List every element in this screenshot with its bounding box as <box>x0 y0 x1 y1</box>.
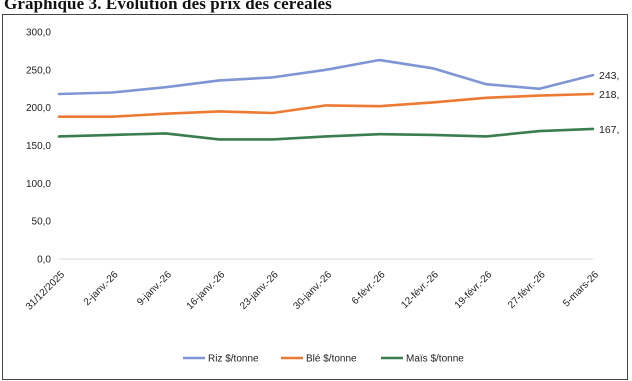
y-tick-label: 200,0 <box>26 103 51 114</box>
x-tick-label: 2-janv.-26 <box>82 269 121 308</box>
x-tick-label: 23-janv.-26 <box>238 269 281 312</box>
x-tick-label: 6-févr.-26 <box>350 269 388 307</box>
x-tick-label: 19-févr.-26 <box>453 269 495 311</box>
x-tick-label: 27-févr.-26 <box>506 269 548 311</box>
series-line-1 <box>57 92 595 118</box>
y-tick-label: 150,0 <box>26 141 51 152</box>
series-end-label: 218, <box>599 89 619 101</box>
series-line-0 <box>57 58 595 96</box>
legend-label: Blé $/tonne <box>306 354 357 365</box>
y-tick-label: 100,0 <box>26 179 51 190</box>
x-tick-label: 5-mars-26 <box>561 269 601 309</box>
legend-label: Maïs $/tonne <box>406 354 464 365</box>
line-chart: 0,0 50,0 100,0 150,0 200,0 250,0 300,0 31/12/20… <box>24 28 619 365</box>
x-tick-label: 30-janv.-26 <box>291 269 334 312</box>
y-tick-label: 250,0 <box>26 65 51 76</box>
y-tick-label: 300,0 <box>26 28 51 39</box>
x-tick-label: 9-janv.-26 <box>135 269 174 308</box>
x-tick-label: 16-janv.-26 <box>185 269 228 312</box>
figure-heading: Graphique 3. Évolution des prix des céré… <box>4 0 332 13</box>
y-tick-label: 0,0 <box>37 255 51 266</box>
legend-label: Riz $/tonne <box>208 354 259 365</box>
chart-frame: 0,0 50,0 100,0 150,0 200,0 250,0 300,0 31/12/20… <box>2 14 628 380</box>
series-end-label: 243, <box>599 70 619 82</box>
series-end-label: 167, <box>599 124 619 136</box>
x-tick-label: 31/12/2025 <box>24 269 67 312</box>
y-tick-label: 50,0 <box>32 217 52 228</box>
x-tick-label: 12-févr.-26 <box>399 269 441 311</box>
series-line-2 <box>57 127 595 141</box>
